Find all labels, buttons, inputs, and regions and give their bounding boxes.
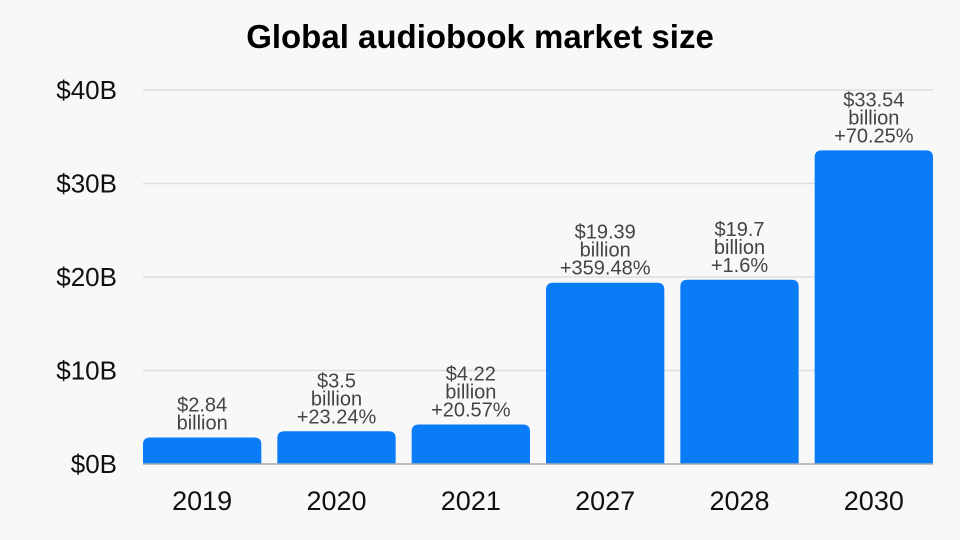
chart-title: Global audiobook market size [246, 18, 714, 55]
x-tick-label: 2028 [709, 486, 769, 516]
x-tick-label: 2030 [844, 486, 904, 516]
bar [143, 437, 262, 464]
data-label: +359.48% [560, 258, 651, 280]
x-tick-label: 2027 [575, 486, 635, 516]
y-tick-label: $0B [71, 449, 117, 479]
data-label: +1.6% [711, 255, 768, 277]
data-label: +23.24% [297, 406, 377, 428]
y-tick-label: $10B [56, 356, 117, 386]
x-tick-label: 2020 [306, 486, 366, 516]
x-tick-label: 2019 [172, 486, 232, 516]
bar [546, 282, 665, 464]
data-label: $33.54 [843, 89, 904, 111]
y-tick-label: $40B [56, 75, 117, 105]
bar [277, 431, 396, 464]
data-label: $19.39 [575, 222, 636, 244]
y-tick-label: $30B [56, 169, 117, 199]
data-label: $4.22 [446, 364, 496, 386]
y-tick-label: $20B [56, 262, 117, 292]
data-label: $2.84 [177, 394, 227, 416]
bar [680, 279, 799, 464]
data-label: +70.25% [834, 125, 914, 147]
data-label: $3.5 [317, 370, 356, 392]
data-label: billion [848, 107, 899, 129]
data-label: $19.7 [714, 219, 764, 241]
data-label: billion [177, 412, 228, 434]
data-label: billion [580, 240, 631, 262]
data-label: billion [714, 237, 765, 259]
data-label: billion [311, 388, 362, 410]
bar [814, 150, 933, 464]
data-label: +20.57% [431, 400, 511, 422]
data-label: billion [445, 382, 496, 404]
x-tick-label: 2021 [441, 486, 501, 516]
bar [411, 424, 530, 464]
